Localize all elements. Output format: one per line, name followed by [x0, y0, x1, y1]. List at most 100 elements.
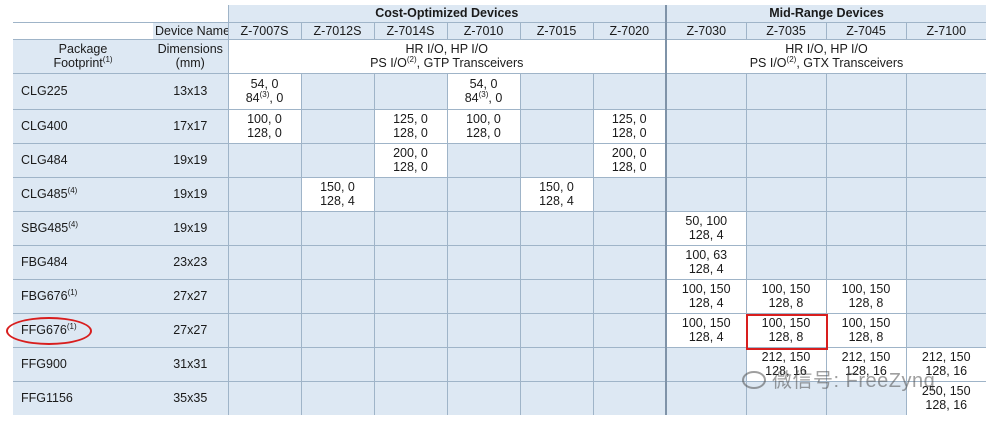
mid-io-line1: HR I/O, HP I/O: [785, 42, 868, 56]
package-name: CLG485: [21, 187, 68, 201]
device-header-4: Z-7015: [519, 21, 593, 39]
device-header-8: Z-7045: [825, 21, 906, 39]
io-cell: [446, 278, 520, 313]
device-header-3: Z-7010: [446, 21, 520, 39]
mid-io-line2a: PS I/O: [749, 56, 787, 70]
io-line: 128, 8: [768, 330, 804, 344]
io-cell: 250, 150 128, 16: [905, 380, 986, 415]
cost-io-line2b: , GTP Transceivers: [416, 56, 524, 70]
io-cell: [446, 142, 520, 177]
dimension-cell: 17x17: [153, 108, 228, 143]
io-line: 212, 150: [921, 350, 971, 364]
io-cell: [665, 142, 746, 177]
io-line: 150, 0: [539, 180, 574, 194]
io-cell: [825, 142, 906, 177]
io-line: 128, 16: [845, 364, 887, 378]
io-cell: [373, 346, 447, 381]
io-cell: [227, 380, 301, 415]
io-cell: [825, 108, 906, 143]
io-cell: [905, 278, 986, 313]
io-cell: [592, 312, 666, 347]
io-cell: [905, 312, 986, 347]
package-name: FFG900: [21, 357, 67, 371]
io-cell: [592, 278, 666, 313]
device-header-0: Z-7007S: [227, 21, 301, 39]
dimensions-unit: (mm): [175, 56, 205, 70]
group-mid-range: Mid-Range Devices: [665, 5, 986, 22]
io-line: 128, 4: [688, 296, 724, 310]
io-cell: [592, 380, 666, 415]
io-line: 100, 150: [761, 316, 811, 330]
io-cell: 100, 63 128, 4: [665, 244, 746, 279]
dimension-cell: 23x23: [153, 244, 228, 279]
io-cell: [373, 380, 447, 415]
io-cell: 200, 0 128, 0: [592, 142, 666, 177]
io-cell: 50, 100 128, 4: [665, 210, 746, 245]
io-cell: [745, 176, 826, 211]
io-line: 128, 4: [688, 330, 724, 344]
device-header-6: Z-7030: [665, 21, 746, 39]
io-cell: 54, 0 84(3), 0: [446, 72, 520, 109]
io-cell: [519, 142, 593, 177]
package-label: Package: [58, 42, 108, 56]
package-cell: SBG485(4): [13, 210, 153, 245]
io-cell: [227, 176, 301, 211]
io-cell: 100, 150 128, 8: [825, 278, 906, 313]
io-cell: 150, 0 128, 4: [519, 176, 593, 211]
dimensions-label: Dimensions: [157, 42, 223, 56]
io-line: 100, 150: [761, 282, 811, 296]
io-line: 128, 0: [393, 126, 428, 140]
zynq-package-table: Cost-Optimized Devices Mid-Range Devices…: [13, 5, 986, 415]
footprint-note: (1): [102, 54, 113, 64]
package-cell: CLG400: [13, 108, 153, 143]
device-header-7: Z-7035: [745, 21, 826, 39]
io-line: 100, 63: [685, 248, 728, 262]
io-line: 200, 0: [611, 146, 647, 160]
io-note: (3): [259, 89, 270, 99]
io-line: 100, 150: [681, 282, 731, 296]
io-cell: [519, 210, 593, 245]
package-cell: FFG900: [13, 346, 153, 381]
io-line: 128, 0: [611, 126, 647, 140]
io-line: 125, 0: [611, 112, 647, 126]
io-cell: [665, 176, 746, 211]
io-cell: [227, 244, 301, 279]
package-cell: CLG485(4): [13, 176, 153, 211]
io-cell: 54, 0 84(3), 0: [227, 72, 301, 109]
io-line: 128, 0: [466, 126, 501, 140]
dimension-cell: 19x19: [153, 142, 228, 177]
io-line: 84: [464, 91, 479, 105]
package-name: FFG1156: [21, 391, 73, 406]
io-cell: [300, 72, 374, 109]
io-line: , 0: [269, 91, 284, 105]
io-line: 150, 0: [320, 180, 355, 194]
io-cell: [905, 72, 986, 109]
watermark-text: 微信号: FreeZynq: [772, 370, 936, 392]
io-cell: [373, 244, 447, 279]
io-cell: [373, 210, 447, 245]
table-row: FFG1156 35x35 250, 150 128, 16: [13, 380, 986, 415]
package-cell: CLG484: [13, 142, 153, 177]
io-line: 54, 0: [250, 77, 279, 91]
io-cell: [665, 380, 746, 415]
io-cell: [519, 312, 593, 347]
io-cell: [745, 72, 826, 109]
package-note: (4): [68, 219, 79, 229]
io-line: 100, 0: [466, 112, 501, 126]
io-cell: [446, 210, 520, 245]
io-cell: [300, 346, 374, 381]
io-cell: [905, 244, 986, 279]
io-cell: 100, 150 128, 4: [665, 278, 746, 313]
dimension-cell: 27x27: [153, 278, 228, 313]
device-header-9: Z-7100: [905, 21, 986, 39]
cost-io-description: HR I/O, HP I/O PS I/O(2), GTP Transceive…: [227, 38, 666, 73]
table-row: FFG676(1) 27x27 100, 150 128, 4 100, 150 128,…: [13, 312, 986, 347]
dimension-cell: 35x35: [153, 380, 228, 415]
table-row: CLG485(4) 19x19 150, 0 128, 4 150, 0 128, 4: [13, 176, 986, 211]
dimensions-header: Dimensions (mm): [153, 38, 228, 73]
io-cell: 212, 150 128, 16: [825, 346, 906, 381]
io-cell: [825, 176, 906, 211]
io-line: 100, 150: [841, 282, 891, 296]
io-cell: [519, 108, 593, 143]
io-cell: [592, 176, 666, 211]
